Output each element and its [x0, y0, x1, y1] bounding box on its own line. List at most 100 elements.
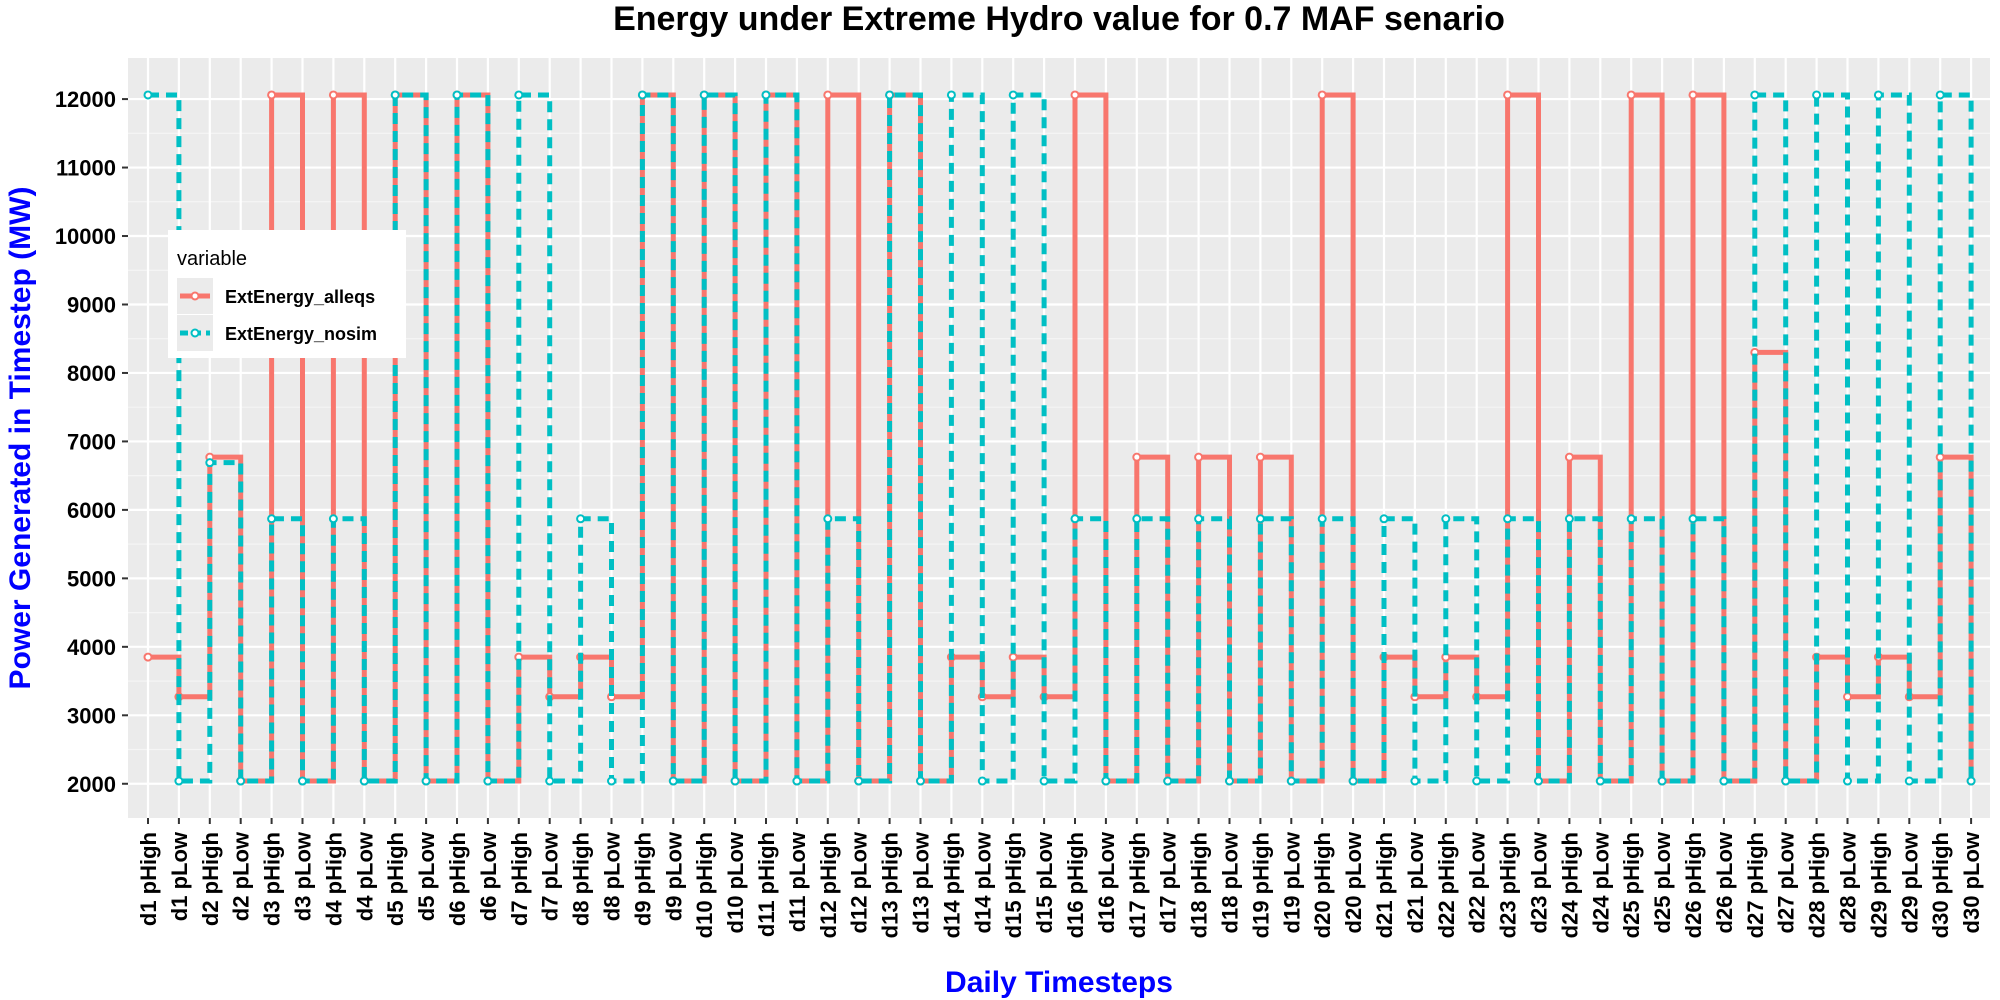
x-tick-label: d10 pHigh: [692, 832, 717, 938]
data-point: [143, 652, 153, 662]
x-tick-label: d18 pLow: [1218, 831, 1243, 933]
y-tick-label: 7000: [67, 429, 116, 454]
data-point: [823, 514, 833, 524]
x-tick-label: d4 pHigh: [321, 832, 346, 926]
y-tick-label: 2000: [67, 772, 116, 797]
x-tick-label: d7 pLow: [538, 831, 563, 921]
data-point: [1534, 776, 1543, 786]
data-point: [1163, 776, 1173, 786]
data-point: [1101, 776, 1111, 786]
x-tick-label: d18 pHigh: [1187, 832, 1212, 938]
data-point: [1935, 452, 1945, 462]
y-tick-label: 8000: [67, 361, 116, 386]
x-tick-label: d29 pLow: [1897, 831, 1922, 933]
x-tick-label: d23 pLow: [1527, 831, 1552, 933]
x-axis-title: Daily Timesteps: [945, 966, 1173, 999]
data-point: [607, 776, 616, 786]
x-tick-label: d27 pHigh: [1743, 832, 1768, 938]
data-point: [1317, 90, 1327, 100]
x-tick-label: d15 pLow: [1032, 831, 1057, 933]
x-tick-label: d26 pHigh: [1681, 832, 1706, 938]
data-point: [946, 90, 956, 100]
data-point: [1286, 776, 1296, 786]
x-tick-label: d27 pLow: [1774, 831, 1799, 933]
x-tick-label: d20 pLow: [1341, 831, 1366, 933]
y-tick-label: 6000: [67, 498, 116, 523]
data-point: [1935, 90, 1945, 100]
x-axis: d1 pHigh d1 pLow d2 pHigh d2 pLow d3 pHigh d3…: [136, 818, 1984, 938]
data-point: [1595, 776, 1605, 786]
x-tick-label: d17 pHigh: [1125, 832, 1150, 938]
x-tick-label: d16 pHigh: [1063, 832, 1088, 938]
x-tick-label: d1 pLow: [167, 831, 192, 921]
data-point: [1688, 90, 1698, 100]
legend-title: variable: [177, 248, 247, 270]
data-point: [1503, 514, 1513, 524]
data-point: [576, 514, 586, 524]
data-point: [1039, 776, 1049, 786]
data-point: [1904, 776, 1914, 786]
data-point: [1441, 514, 1451, 524]
data-point: [792, 776, 802, 786]
x-tick-label: d21 pLow: [1403, 831, 1428, 933]
data-point: [1503, 90, 1513, 100]
data-point: [267, 514, 277, 524]
x-tick-label: d30 pLow: [1959, 831, 1984, 933]
data-point: [359, 776, 369, 786]
x-tick-label: d2 pLow: [229, 831, 254, 921]
x-tick-label: d1 pHigh: [136, 832, 161, 926]
data-point: [1843, 692, 1852, 702]
data-point: [514, 90, 524, 100]
series-layer: [143, 90, 1976, 786]
x-tick-label: d29 pHigh: [1866, 832, 1891, 938]
data-point: [328, 514, 338, 524]
x-tick-label: d4 pLow: [352, 831, 377, 921]
x-tick-label: d22 pHigh: [1434, 832, 1459, 938]
x-tick-label: d8 pLow: [600, 831, 625, 921]
x-tick-label: d25 pLow: [1650, 831, 1675, 933]
y-tick-label: 5000: [67, 566, 116, 591]
data-point: [1472, 776, 1482, 786]
data-point: [143, 90, 153, 100]
data-point: [885, 90, 895, 100]
data-point: [1843, 776, 1852, 786]
x-tick-label: d9 pHigh: [630, 832, 655, 926]
data-point: [267, 90, 277, 100]
data-point: [1255, 514, 1265, 524]
x-tick-label: d14 pHigh: [939, 832, 964, 938]
data-point: [916, 776, 925, 786]
data-point: [1194, 514, 1204, 524]
x-tick-label: d23 pHigh: [1496, 832, 1521, 938]
x-tick-label: d17 pLow: [1156, 831, 1181, 933]
y-tick-label: 10000: [55, 224, 116, 249]
x-tick-label: d28 pHigh: [1805, 832, 1830, 938]
x-tick-label: d20 pHigh: [1310, 832, 1335, 938]
y-tick-label: 11000: [56, 156, 116, 181]
data-point: [390, 90, 400, 100]
data-point: [823, 90, 833, 100]
data-point: [1564, 514, 1574, 524]
x-tick-label: d6 pHigh: [445, 832, 470, 926]
x-tick-label: d14 pLow: [970, 831, 995, 933]
data-point: [483, 776, 493, 786]
x-tick-label: d22 pLow: [1465, 831, 1490, 933]
data-point: [1626, 90, 1636, 100]
data-point: [1688, 514, 1698, 524]
chart-title: Energy under Extreme Hydro value for 0.7…: [613, 0, 1505, 38]
data-point: [298, 776, 307, 786]
x-tick-label: d24 pHigh: [1557, 832, 1582, 938]
data-point: [977, 776, 987, 786]
legend-key-point: [190, 328, 200, 338]
data-point: [1225, 776, 1234, 786]
data-point: [1564, 452, 1574, 462]
x-tick-label: d2 pHigh: [198, 832, 223, 926]
x-tick-label: d5 pHigh: [383, 832, 408, 926]
y-axis-title: Power Generated in Timestep (MW): [4, 187, 37, 690]
data-point: [637, 90, 647, 100]
x-tick-label: d8 pHigh: [569, 832, 594, 926]
data-point: [854, 776, 864, 786]
data-point: [1194, 452, 1204, 462]
data-point: [1410, 776, 1420, 786]
data-point: [545, 776, 555, 786]
